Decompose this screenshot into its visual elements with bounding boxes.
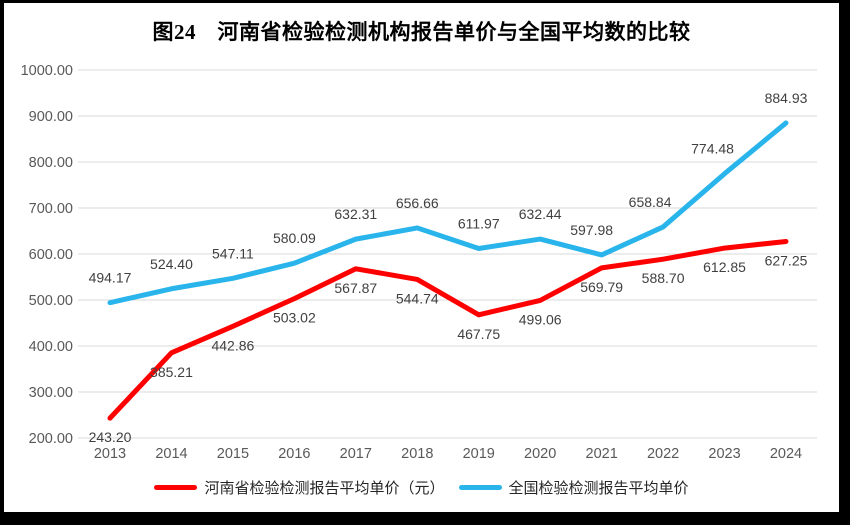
- x-axis-tick-label: 2016: [278, 446, 310, 462]
- chart-title: 图24 河南省检验检测机构报告单价与全国平均数的比较: [152, 20, 691, 44]
- data-label: 774.48: [691, 141, 734, 157]
- y-axis-tick-label: 800.00: [29, 155, 73, 171]
- x-axis-tick-label: 2020: [524, 446, 556, 462]
- data-label: 442.86: [211, 337, 254, 353]
- data-label: 632.44: [519, 206, 562, 222]
- data-label: 656.66: [396, 195, 439, 211]
- national-series-color-swatch: [458, 485, 502, 490]
- data-label: 658.84: [629, 194, 672, 210]
- x-axis-tick-label: 2019: [463, 446, 495, 462]
- y-axis-tick-label: 1000.00: [21, 63, 73, 79]
- y-axis-tick-label: 500.00: [29, 293, 73, 309]
- y-axis-tick-label: 600.00: [29, 247, 73, 263]
- x-axis-tick-label: 2017: [340, 446, 372, 462]
- data-label: 385.21: [150, 364, 193, 380]
- data-label: 597.98: [570, 222, 613, 238]
- henan-series-color-swatch: [154, 485, 198, 490]
- x-axis-tick-label: 2021: [586, 446, 618, 462]
- chart-area: 图24 河南省检验检测机构报告单价与全国平均数的比较 200.00 300.00 4…: [4, 3, 839, 512]
- y-axis-tick-label: 700.00: [29, 201, 73, 217]
- legend-item-national: 全国检验检测报告平均单价: [458, 477, 689, 498]
- data-label: 884.93: [765, 90, 808, 106]
- data-label: 569.79: [580, 279, 623, 295]
- series-line-1: [107, 120, 789, 306]
- x-axis-tick-label: 2024: [770, 446, 802, 462]
- legend-label-national: 全国检验检测报告平均单价: [508, 480, 689, 497]
- x-axis-tick-label: 2015: [217, 446, 249, 462]
- data-label: 567.87: [334, 280, 377, 296]
- series-line-0: [107, 238, 789, 421]
- data-label: 611.97: [458, 215, 500, 231]
- data-label: 544.74: [396, 290, 439, 306]
- data-label: 632.31: [334, 206, 377, 222]
- chart-canvas: 200.00 300.00 400.00 500.00 600.00 700.00 800.…: [21, 63, 817, 462]
- chart-legend: 河南省检验检测报告平均单价（元） 全国检验检测报告平均单价: [4, 477, 839, 498]
- data-label: 494.17: [89, 270, 132, 286]
- legend-label-henan: 河南省检验检测报告平均单价（元）: [204, 480, 445, 497]
- data-label: 467.75: [457, 326, 500, 342]
- x-axis-tick-label: 2018: [401, 446, 433, 462]
- x-axis-tick-label: 2014: [155, 446, 187, 462]
- data-label: 499.06: [519, 311, 562, 327]
- x-axis-tick-label: 2013: [94, 446, 126, 462]
- x-axis-tick-label: 2022: [647, 446, 679, 462]
- legend-item-henan: 河南省检验检测报告平均单价（元）: [154, 477, 445, 498]
- y-axis-tick-label: 300.00: [29, 385, 73, 401]
- data-label: 580.09: [273, 230, 316, 246]
- y-axis-tick-label: 900.00: [29, 109, 73, 125]
- data-label: 243.20: [89, 429, 132, 445]
- data-label: 588.70: [642, 270, 685, 286]
- data-label: 627.25: [765, 252, 808, 268]
- y-axis-tick-label: 200.00: [29, 431, 73, 447]
- data-label: 547.11: [212, 245, 254, 261]
- y-axis-tick-label: 400.00: [29, 339, 73, 355]
- data-label: 524.40: [150, 256, 193, 272]
- x-axis-tick-label: 2023: [708, 446, 740, 462]
- data-label: 612.85: [703, 259, 746, 275]
- data-label: 503.02: [273, 310, 316, 326]
